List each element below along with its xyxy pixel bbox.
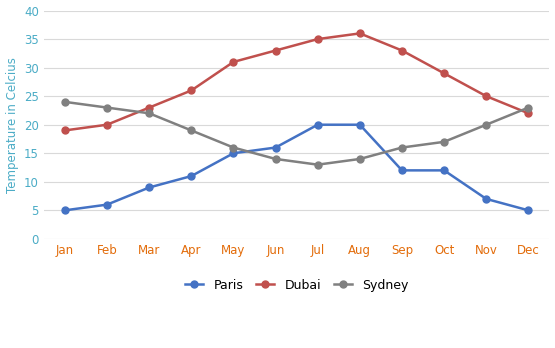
Paris bbox=[230, 151, 237, 155]
Dubai bbox=[146, 105, 153, 110]
Paris bbox=[314, 122, 321, 127]
Sydney bbox=[356, 157, 363, 161]
Paris bbox=[525, 208, 532, 212]
Y-axis label: Temperature in Celcius: Temperature in Celcius bbox=[6, 57, 18, 193]
Line: Paris: Paris bbox=[62, 121, 532, 214]
Sydney bbox=[188, 128, 195, 133]
Sydney bbox=[230, 145, 237, 150]
Paris bbox=[273, 145, 279, 150]
Paris bbox=[483, 197, 490, 201]
Paris bbox=[104, 203, 110, 207]
Dubai bbox=[314, 37, 321, 41]
Paris bbox=[441, 168, 447, 173]
Dubai bbox=[398, 48, 405, 53]
Sydney bbox=[146, 111, 153, 116]
Sydney bbox=[483, 122, 490, 127]
Sydney bbox=[398, 145, 405, 150]
Sydney bbox=[62, 100, 68, 104]
Paris bbox=[146, 185, 153, 190]
Line: Sydney: Sydney bbox=[62, 98, 532, 168]
Dubai bbox=[230, 60, 237, 64]
Dubai bbox=[525, 111, 532, 116]
Paris bbox=[62, 208, 68, 212]
Legend: Paris, Dubai, Sydney: Paris, Dubai, Sydney bbox=[180, 274, 413, 296]
Dubai bbox=[356, 31, 363, 35]
Dubai bbox=[188, 88, 195, 93]
Sydney bbox=[104, 105, 110, 110]
Sydney bbox=[525, 105, 532, 110]
Sydney bbox=[273, 157, 279, 161]
Dubai bbox=[483, 94, 490, 98]
Dubai bbox=[441, 71, 447, 76]
Dubai bbox=[104, 122, 110, 127]
Paris bbox=[356, 122, 363, 127]
Sydney bbox=[441, 140, 447, 144]
Paris bbox=[398, 168, 405, 173]
Dubai bbox=[273, 48, 279, 53]
Paris bbox=[188, 174, 195, 178]
Dubai bbox=[62, 128, 68, 133]
Sydney bbox=[314, 163, 321, 167]
Line: Dubai: Dubai bbox=[62, 30, 532, 134]
